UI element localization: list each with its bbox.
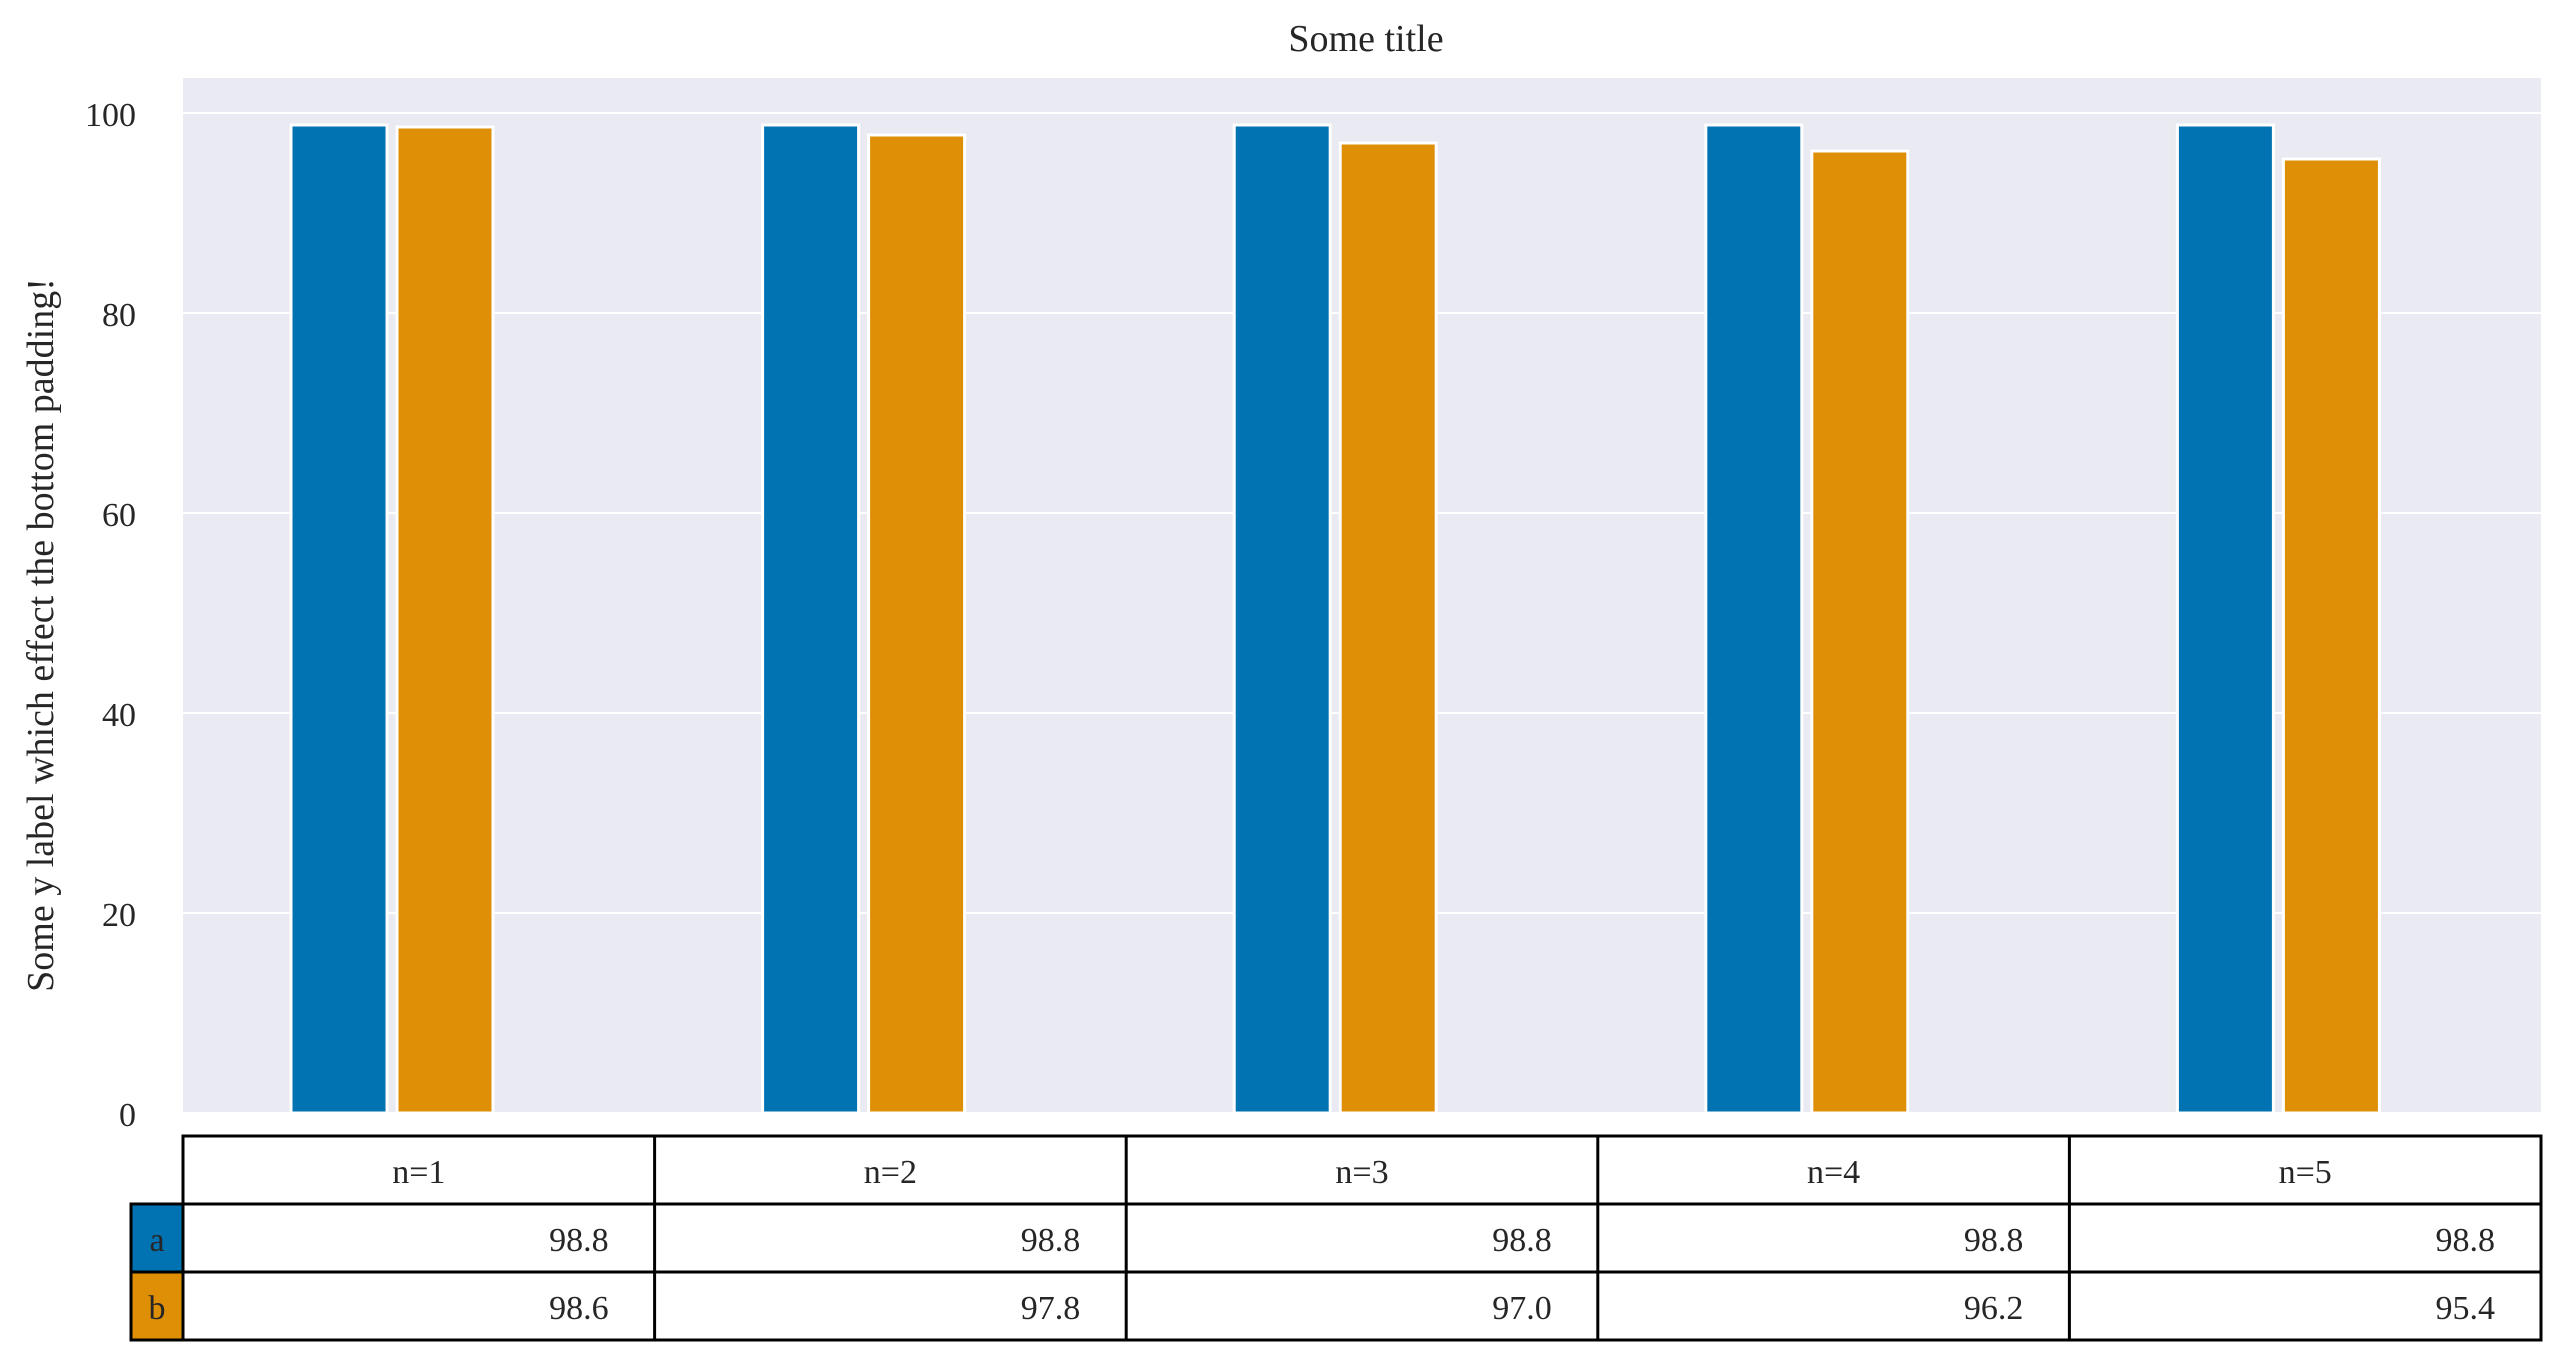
y-tick-label: 0 (119, 1097, 136, 1134)
table-row-label-cell (129, 1202, 185, 1274)
bar-a-4 (1704, 123, 1804, 1115)
y-tick-label: 60 (102, 497, 136, 534)
table-row-label: a (149, 1222, 164, 1259)
bar-a-3 (1232, 123, 1332, 1115)
table-cell: 98.8 (549, 1222, 609, 1259)
table-row-label: b (149, 1290, 166, 1327)
table-col-header: n=5 (2279, 1154, 2332, 1191)
y-tick-label: 40 (102, 697, 136, 734)
table-cell: 98.8 (2436, 1222, 2496, 1259)
bar-a-2 (761, 123, 861, 1115)
table-cell: 97.8 (1021, 1290, 1081, 1327)
table-col-header: n=3 (1335, 1154, 1388, 1191)
bar-b-5 (2281, 157, 2381, 1115)
chart-title: Some title (1288, 18, 1443, 60)
table-row-label-cell (129, 1270, 185, 1342)
table-cell: 98.8 (1964, 1222, 2024, 1259)
table-cell: 97.0 (1492, 1290, 1552, 1327)
y-axis-ticks: 0 20 40 60 80 100 (85, 97, 136, 1134)
table-cell: 95.4 (2436, 1290, 2496, 1327)
table-col-header: n=4 (1807, 1154, 1860, 1191)
table-cell: 98.8 (1021, 1222, 1081, 1259)
table-cell: 98.8 (1492, 1222, 1552, 1259)
bar-b-2 (867, 133, 967, 1115)
bar-a-5 (2175, 123, 2275, 1115)
bar-b-1 (395, 125, 495, 1115)
bar-a-1 (289, 123, 389, 1115)
bars (289, 123, 2381, 1115)
y-tick-label: 80 (102, 297, 136, 334)
y-tick-label: 100 (85, 97, 136, 134)
table-cell: 96.2 (1964, 1290, 2024, 1327)
bar-b-3 (1338, 141, 1438, 1115)
table-col-header: n=1 (392, 1154, 445, 1191)
table-col-header: n=2 (864, 1154, 917, 1191)
data-table: ab n=1 n=2 n=3 n=4 n=5 98.8 98.8 98.8 98.8 98.8 98.… (129, 1134, 2543, 1342)
y-axis-label: Some y label which effect the bottom pad… (20, 278, 62, 992)
y-tick-label: 20 (102, 897, 136, 934)
bar-b-4 (1810, 149, 1910, 1115)
table-cell: 98.6 (549, 1290, 609, 1327)
